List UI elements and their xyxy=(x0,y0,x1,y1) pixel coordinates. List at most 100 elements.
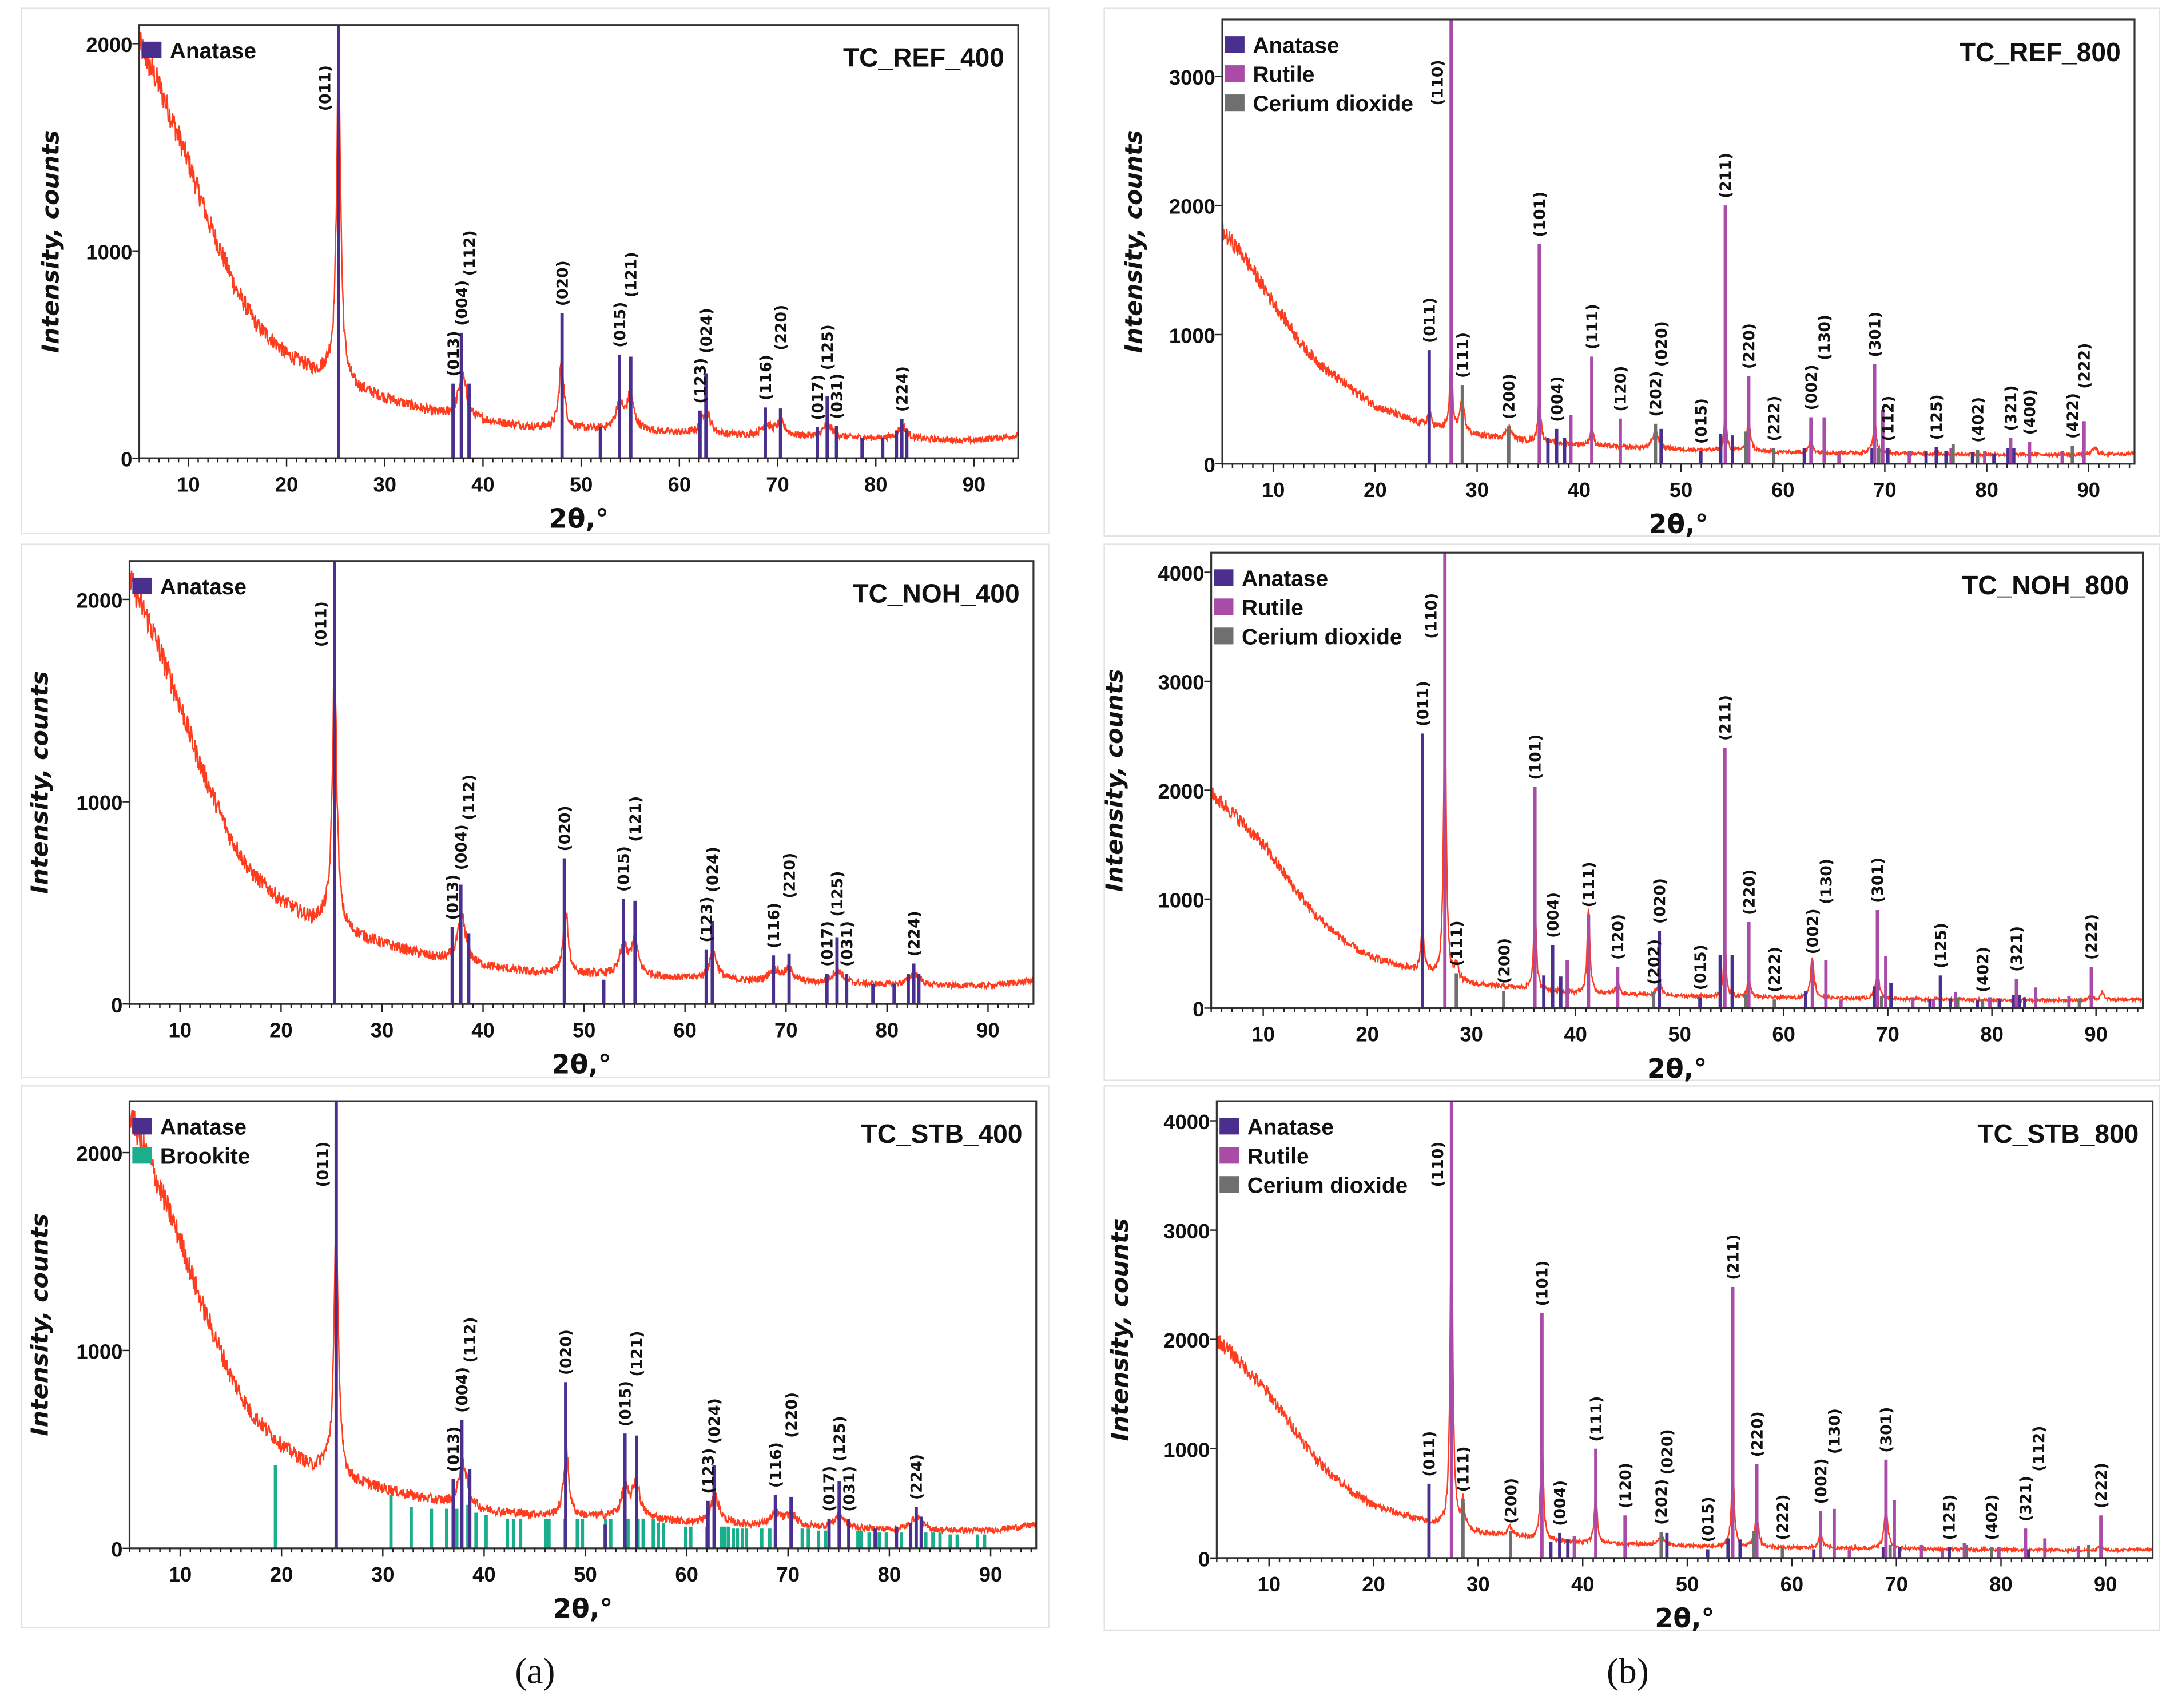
stick-brookite xyxy=(689,1526,693,1548)
x-axis-title: 2θ,° xyxy=(552,1049,611,1080)
peak-index-label: (202) xyxy=(1646,939,1663,985)
legend-swatch xyxy=(1219,1147,1239,1164)
stick-anatase xyxy=(603,1524,607,1548)
peak-index-label: (121) xyxy=(627,796,645,842)
panel-frame xyxy=(20,1085,1050,1628)
sample-title: TC_REF_400 xyxy=(843,43,1004,73)
stick-brookite xyxy=(544,1518,548,1548)
stick-rutile xyxy=(1839,999,1843,1008)
peak-index-label: (125) xyxy=(1932,923,1950,968)
peak-index-label: (222) xyxy=(2083,914,2101,960)
stick-anatase xyxy=(564,1382,567,1548)
stick-brookite xyxy=(948,1534,952,1548)
y-tick-label: 1000 xyxy=(1169,324,1215,348)
stick-anatase xyxy=(1934,447,1938,464)
peak-index-label: (112) xyxy=(460,774,478,820)
x-tick-label: 80 xyxy=(876,1018,899,1042)
stick-brookite xyxy=(955,1534,959,1548)
legend-label: Rutile xyxy=(1253,62,1314,87)
panel-frame xyxy=(1103,1085,2160,1631)
stick-anatase xyxy=(1555,428,1559,464)
stick-anatase xyxy=(1948,998,1952,1008)
stick-anatase xyxy=(1970,452,1974,464)
stick-cerium-dioxide xyxy=(1461,1499,1465,1558)
x-tick-label: 20 xyxy=(270,1563,293,1586)
plot-area xyxy=(129,561,1034,1004)
sample-title: TC_STB_800 xyxy=(1977,1119,2139,1149)
stick-brookite xyxy=(575,1518,579,1548)
stick-rutile xyxy=(1810,961,1814,1008)
legend-swatch xyxy=(1225,36,1245,53)
stick-rutile xyxy=(2034,987,2038,1008)
peak-index-label: (222) xyxy=(1774,1494,1792,1540)
legend-label: Brookite xyxy=(160,1144,251,1169)
x-axis-title: 2θ,° xyxy=(1647,1053,1707,1084)
stick-rutile xyxy=(1449,19,1453,464)
peak-index-label: (020) xyxy=(1651,878,1669,924)
stick-anatase xyxy=(1559,976,1563,1008)
stick-rutile xyxy=(1988,997,1992,1008)
stick-brookite xyxy=(511,1518,515,1548)
legend-label: Anatase xyxy=(160,1115,247,1139)
stick-rutile xyxy=(1540,1313,1544,1558)
peak-index-label: (031) xyxy=(838,921,856,967)
peak-index-label: (002) xyxy=(1803,364,1821,410)
peak-index-label: (121) xyxy=(623,252,641,297)
stick-rutile xyxy=(1443,553,1447,1008)
stick-brookite xyxy=(641,1518,645,1548)
stick-rutile xyxy=(1997,1547,2001,1558)
stick-anatase xyxy=(912,963,916,1004)
y-tick-label: 0 xyxy=(1204,453,1215,476)
stick-rutile xyxy=(1962,1543,1966,1558)
panel-frame xyxy=(20,7,1050,534)
peak-index-label: (002) xyxy=(1804,908,1822,954)
stick-rutile xyxy=(2099,1515,2103,1558)
stick-cerium-dioxide xyxy=(1509,1531,1512,1558)
stick-cerium-dioxide xyxy=(1652,991,1656,1008)
peak-index-label: (220) xyxy=(783,1392,801,1438)
x-tick-label: 60 xyxy=(1772,1023,1795,1046)
stick-anatase xyxy=(895,431,899,459)
stick-anatase xyxy=(1802,448,1806,464)
x-tick-label: 10 xyxy=(169,1563,192,1586)
stick-brookite xyxy=(745,1528,749,1548)
legend-label: Anatase xyxy=(1247,1115,1334,1139)
stick-anatase xyxy=(704,373,708,459)
stick-rutile xyxy=(1572,1536,1576,1558)
stick-anatase xyxy=(1938,975,1942,1008)
x-tick-label: 70 xyxy=(766,472,789,496)
stick-anatase xyxy=(2027,1549,2030,1558)
peak-index-label: (130) xyxy=(1818,859,1835,904)
peak-index-label: (220) xyxy=(781,853,798,899)
stick-anatase xyxy=(860,437,864,459)
x-tick-label: 90 xyxy=(2077,478,2101,502)
stick-brookite xyxy=(938,1532,942,1548)
peak-index-label: (004) xyxy=(453,280,471,326)
peak-index-label: (017) xyxy=(821,1466,838,1512)
stick-anatase xyxy=(773,1495,777,1548)
stick-anatase xyxy=(1549,1542,1553,1558)
x-tick-label: 50 xyxy=(573,1018,595,1042)
stick-rutile xyxy=(1747,921,1751,1008)
stick-rutile xyxy=(1587,914,1591,1008)
peak-index-label: (020) xyxy=(554,260,571,306)
stick-rutile xyxy=(2009,438,2013,464)
x-tick-label: 90 xyxy=(976,1018,1000,1042)
stick-anatase xyxy=(2012,448,2016,464)
stick-cerium-dioxide xyxy=(1654,423,1658,464)
stick-rutile xyxy=(1837,453,1841,464)
x-tick-label: 90 xyxy=(2094,1572,2117,1596)
stick-anatase xyxy=(1948,1547,1951,1558)
stick-rutile xyxy=(1747,376,1751,464)
stick-brookite xyxy=(609,1518,613,1548)
peak-index-label: (125) xyxy=(819,324,837,370)
stick-brookite xyxy=(800,1528,804,1548)
y-axis-title: Intensity, counts xyxy=(37,130,65,353)
plot-area xyxy=(1211,553,2143,1008)
stick-anatase xyxy=(2006,448,2010,464)
stick-rutile xyxy=(1931,999,1935,1008)
y-tick-label: 1000 xyxy=(1163,1438,1210,1461)
peak-index-label: (017) xyxy=(818,921,836,967)
x-tick-label: 30 xyxy=(371,1018,394,1042)
plot-content xyxy=(1211,553,2143,1008)
